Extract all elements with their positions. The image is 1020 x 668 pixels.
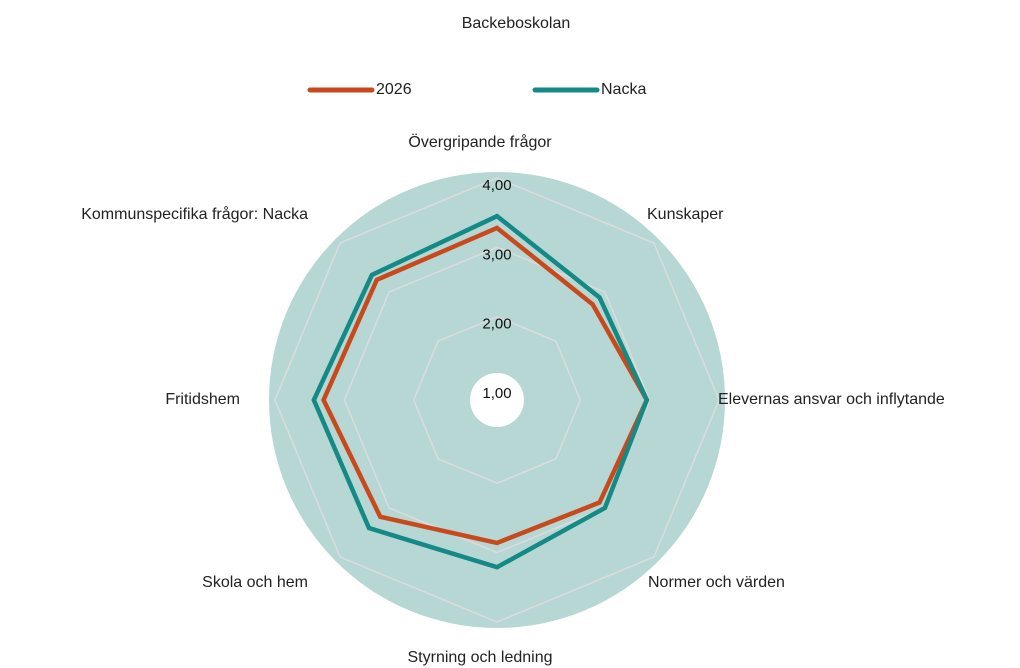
y-tick-label: 2,00 bbox=[482, 316, 511, 333]
axis-label: Fritidshem bbox=[165, 391, 240, 408]
grid-line bbox=[412, 315, 582, 485]
series-line bbox=[321, 225, 650, 546]
axis-label: Styrning och ledning bbox=[408, 649, 553, 666]
y-tick-label: 4,00 bbox=[482, 177, 511, 194]
axis-label: Skola och hem bbox=[202, 574, 308, 591]
legend-label: Nacka bbox=[601, 81, 646, 98]
grid-line bbox=[274, 177, 720, 623]
axis-label: Kommunspecifika frågor: Nacka bbox=[81, 205, 308, 223]
y-tick-label: 3,00 bbox=[482, 246, 511, 263]
legend-label: 2026 bbox=[376, 81, 412, 98]
series-line bbox=[311, 213, 650, 570]
center-hole bbox=[470, 373, 524, 427]
axis-label: Övergripande frågor bbox=[408, 133, 552, 151]
axis-label: Normer och värden bbox=[648, 574, 785, 591]
chart-title: Backeboskolan bbox=[462, 15, 571, 32]
grid-line bbox=[343, 246, 651, 554]
y-tick-label: 1,00 bbox=[482, 385, 511, 402]
axis-label: Elevernas ansvar och inflytande bbox=[718, 391, 945, 408]
axis-label: Kunskaper bbox=[647, 206, 724, 223]
